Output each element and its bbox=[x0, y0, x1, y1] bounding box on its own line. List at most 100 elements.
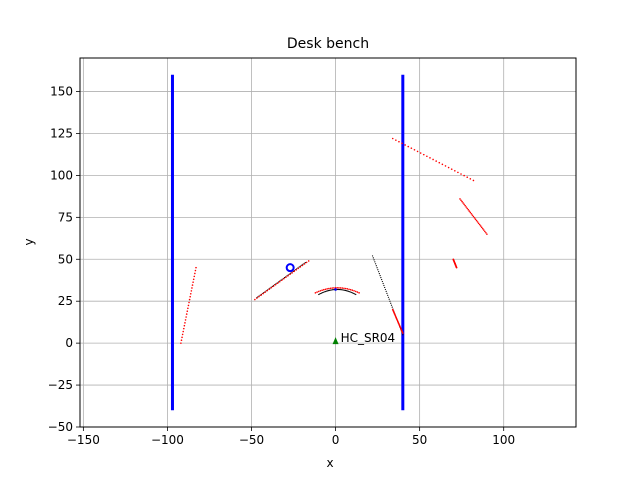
red-point bbox=[285, 276, 287, 279]
black-point bbox=[377, 269, 379, 271]
red-point bbox=[419, 152, 422, 154]
black-point bbox=[319, 293, 321, 295]
black-point bbox=[318, 293, 320, 296]
black-point bbox=[390, 302, 392, 304]
red-point bbox=[270, 286, 273, 289]
red-point bbox=[475, 219, 478, 222]
red-point bbox=[348, 288, 350, 291]
red-point bbox=[466, 207, 469, 210]
red-point bbox=[447, 166, 450, 169]
red-point bbox=[472, 179, 475, 182]
red-point bbox=[264, 291, 267, 293]
black-point bbox=[338, 288, 340, 291]
circle-marker bbox=[285, 263, 295, 273]
red-point bbox=[181, 333, 184, 336]
red-point bbox=[187, 304, 190, 307]
red-point bbox=[191, 284, 194, 286]
red-point bbox=[307, 260, 310, 262]
red-point bbox=[354, 290, 357, 293]
red-point bbox=[473, 217, 476, 219]
red-point bbox=[316, 291, 318, 293]
red-point bbox=[189, 295, 191, 298]
black-point bbox=[320, 292, 323, 294]
red-point bbox=[297, 267, 300, 270]
red-point bbox=[272, 285, 275, 287]
red-point bbox=[333, 287, 335, 289]
black-point bbox=[355, 293, 357, 296]
x-tick-label: 100 bbox=[492, 433, 515, 447]
red-point bbox=[353, 289, 355, 292]
axes-frame bbox=[79, 57, 577, 428]
black-point bbox=[342, 289, 344, 291]
black-point bbox=[391, 306, 393, 308]
red-point bbox=[339, 287, 342, 289]
red-point bbox=[181, 336, 183, 339]
black-point bbox=[388, 298, 390, 300]
black-point bbox=[263, 291, 265, 294]
red-point bbox=[184, 322, 186, 324]
red-point bbox=[283, 277, 285, 280]
black-point bbox=[381, 280, 383, 283]
red-point bbox=[287, 274, 289, 277]
red-point bbox=[472, 215, 475, 218]
x-tick-label: 0 bbox=[332, 433, 340, 447]
black-point bbox=[322, 291, 324, 293]
red-point bbox=[192, 278, 195, 281]
black-point bbox=[347, 290, 349, 292]
red-point bbox=[460, 199, 462, 202]
red-point bbox=[486, 233, 488, 235]
red-point bbox=[469, 211, 472, 214]
red-point bbox=[438, 161, 441, 164]
red-point bbox=[183, 324, 186, 327]
black-point bbox=[331, 289, 333, 291]
red-point bbox=[441, 163, 444, 166]
red-point bbox=[461, 200, 463, 203]
y-tick-label: 150 bbox=[50, 85, 73, 99]
black-point bbox=[339, 288, 341, 291]
center-point bbox=[334, 288, 337, 291]
red-point bbox=[358, 292, 360, 294]
black-point bbox=[378, 273, 380, 275]
red-point bbox=[184, 319, 187, 321]
black-point bbox=[340, 289, 342, 291]
red-point bbox=[481, 227, 484, 230]
black-point bbox=[328, 289, 330, 292]
black-point bbox=[372, 257, 374, 259]
red-point bbox=[469, 178, 472, 180]
red-point bbox=[321, 289, 323, 291]
black-point bbox=[332, 289, 335, 291]
red-point bbox=[402, 332, 404, 334]
red-point bbox=[188, 298, 191, 301]
red-point bbox=[477, 222, 480, 225]
red-point bbox=[465, 206, 467, 208]
red-point bbox=[471, 214, 474, 216]
black-point bbox=[344, 289, 346, 291]
ticks: −150 −100 −50 0 50 100 −50 −25 0 25 50 75 100 125 150 bbox=[48, 85, 515, 447]
red-point bbox=[476, 221, 479, 223]
red-point bbox=[192, 281, 194, 283]
black-point bbox=[383, 284, 385, 287]
black-point bbox=[323, 291, 325, 293]
black-point bbox=[375, 265, 377, 267]
red-point bbox=[435, 160, 437, 162]
red-point bbox=[470, 212, 473, 215]
red-point bbox=[432, 158, 434, 161]
red-point bbox=[331, 287, 334, 289]
black-point bbox=[320, 292, 322, 295]
red-point bbox=[186, 310, 189, 313]
red-point bbox=[194, 269, 197, 272]
red-point bbox=[334, 287, 337, 289]
red-point bbox=[322, 288, 325, 291]
black-point bbox=[343, 289, 345, 291]
red-point bbox=[398, 140, 400, 143]
red-point bbox=[187, 307, 189, 310]
red-point bbox=[189, 292, 192, 295]
black-point bbox=[337, 288, 339, 291]
red-point bbox=[463, 174, 465, 177]
red-point bbox=[260, 294, 262, 296]
red-point bbox=[274, 283, 277, 286]
red-point bbox=[480, 226, 483, 229]
chart-title: Desk bench bbox=[287, 36, 369, 52]
black-point bbox=[330, 289, 332, 291]
